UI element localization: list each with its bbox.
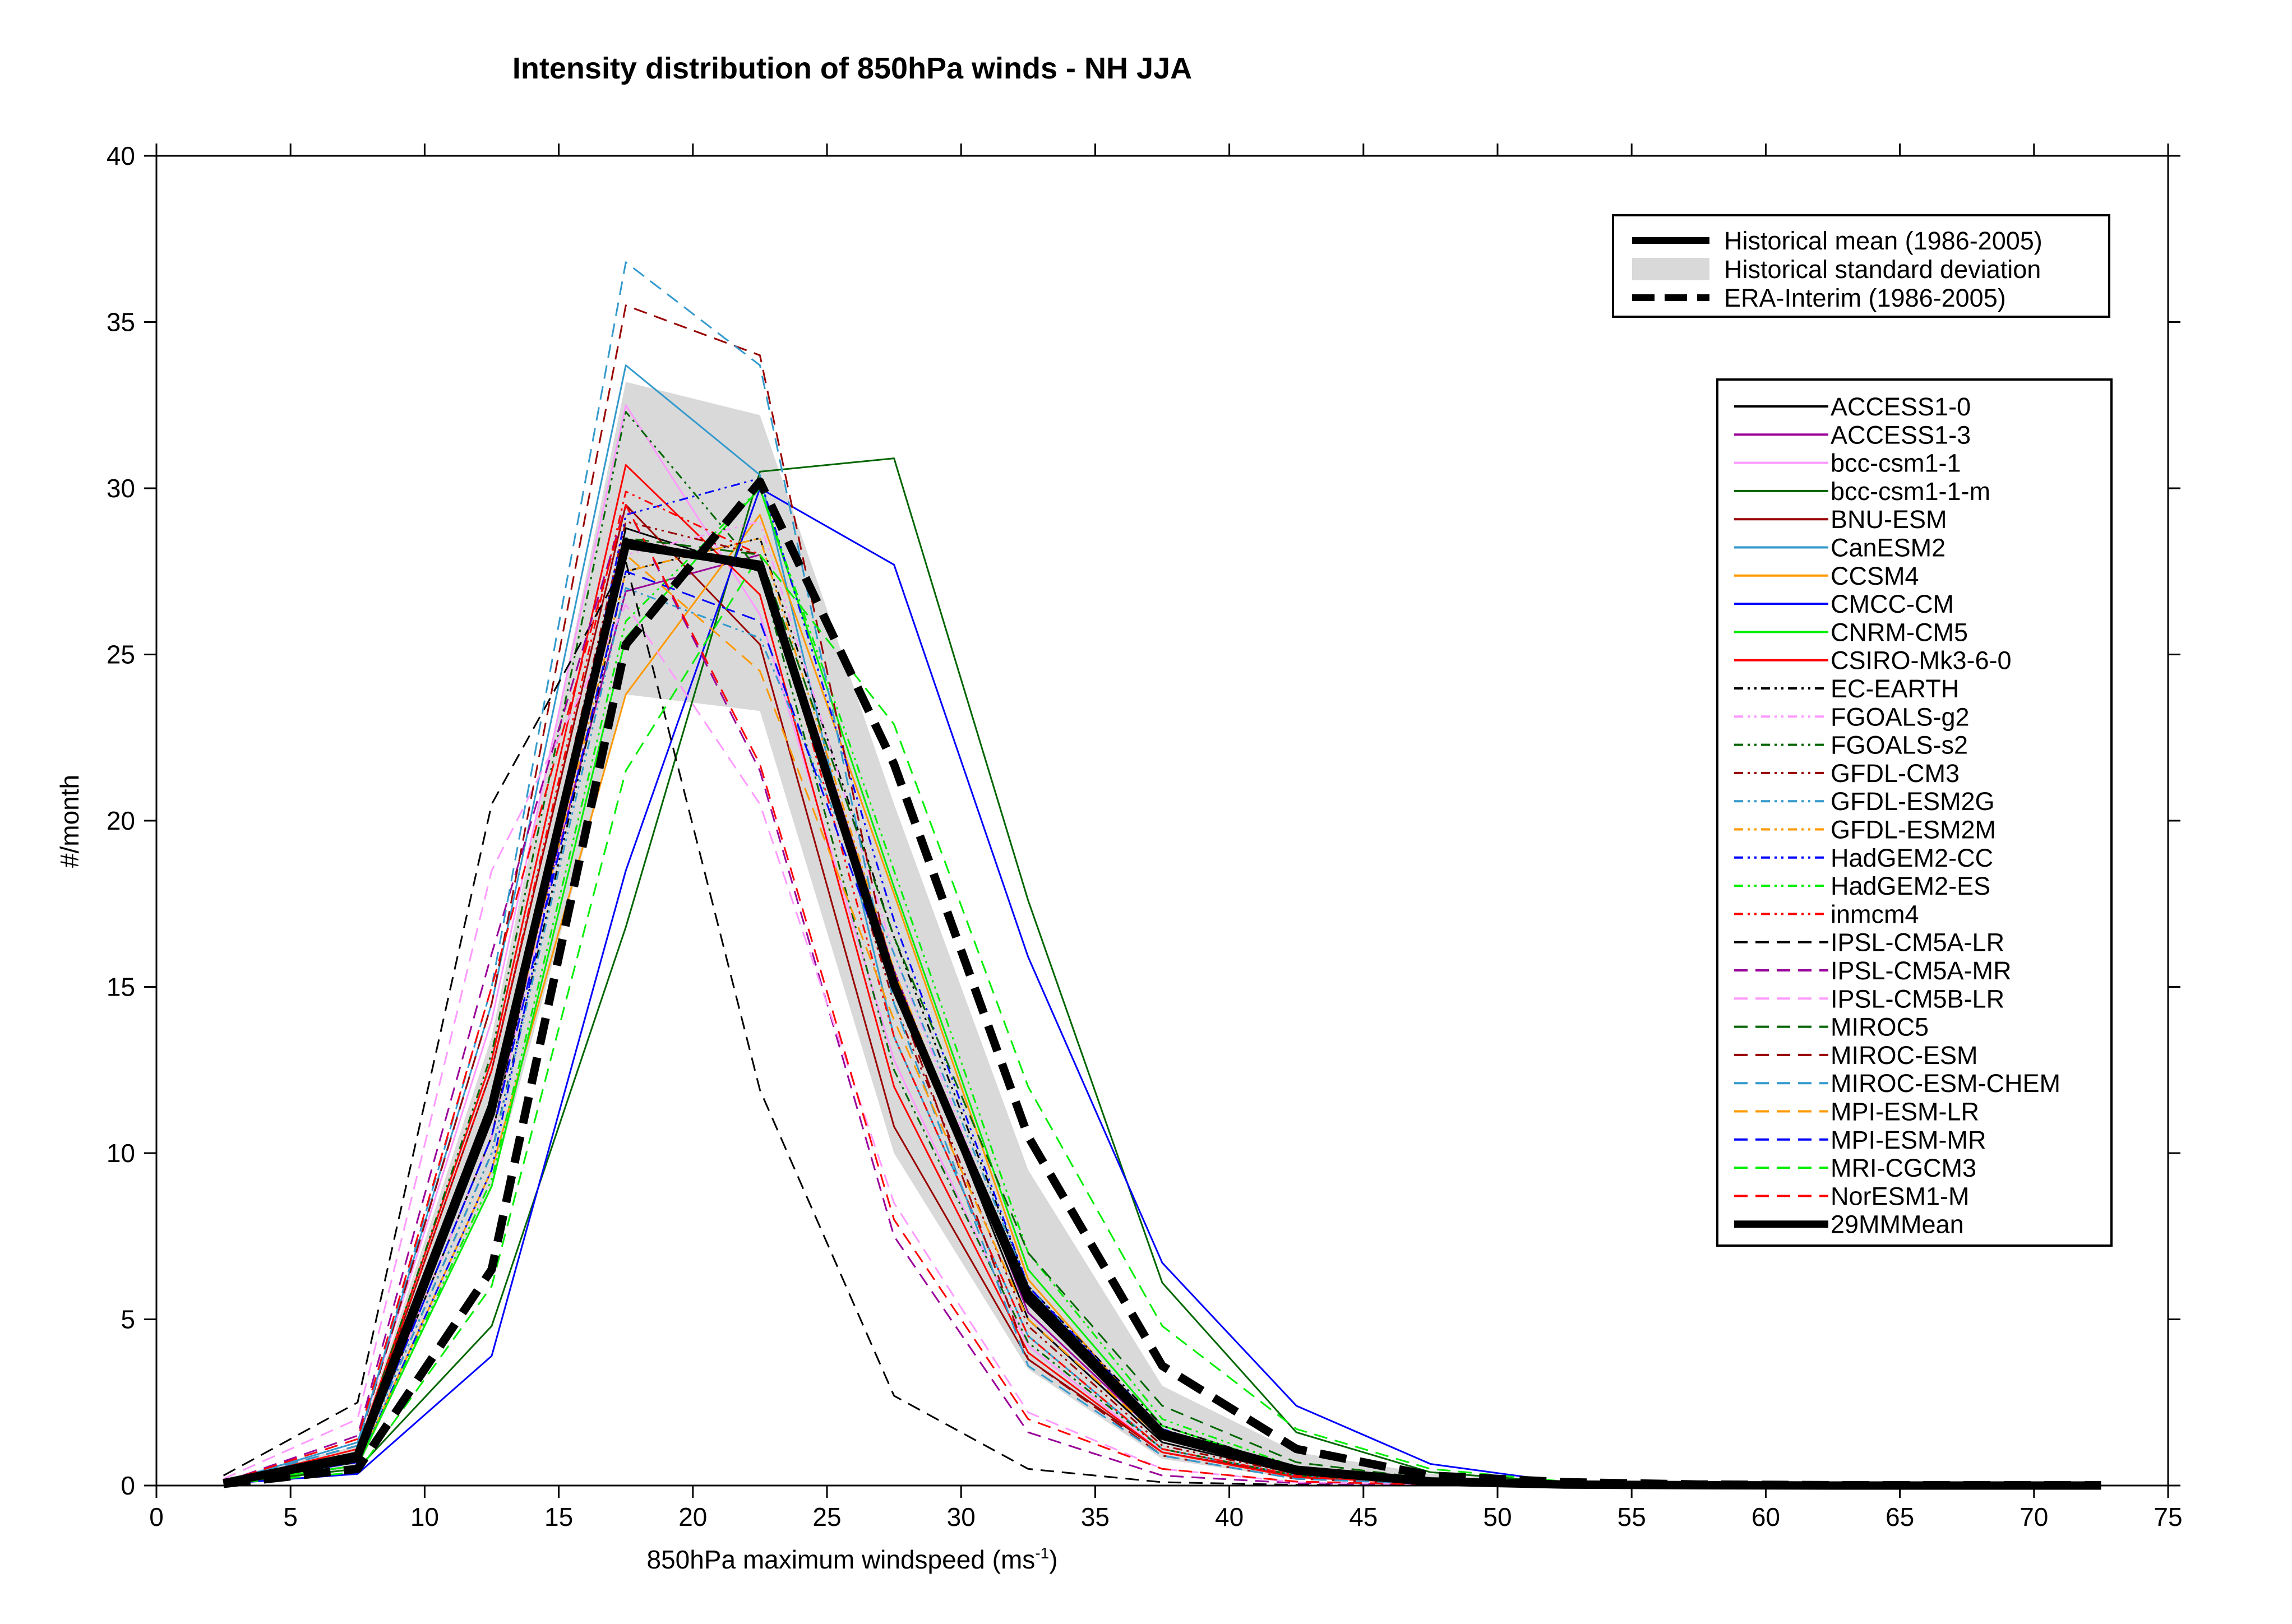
legend-label-mri-cgcm3: MRI-CGCM3 [1831,1154,1976,1182]
legend-label-ipsl-cm5b-lr: IPSL-CM5B-LR [1831,984,2004,1013]
legend-label-miroc-esm: MIROC-ESM [1831,1041,1978,1070]
models-legend: ACCESS1-0ACCESS1-3bcc-csm1-1bcc-csm1-1-m… [1716,378,2113,1247]
legend-label-hadgem2-cc: HadGEM2-CC [1831,844,1993,872]
legend-label-access1-0: ACCESS1-0 [1831,392,1971,421]
legend-label-bcc-csm1-1: bcc-csm1-1 [1831,449,1961,478]
x-tick-label: 60 [1752,1502,1780,1532]
y-tick-label: 35 [107,308,135,337]
x-tick-label: 75 [2154,1502,2182,1532]
legend-label-cnrm-cm5: CNRM-CM5 [1831,618,1968,646]
legend-label-cmcc-cm: CMCC-CM [1831,590,1954,618]
x-tick-label: 5 [283,1502,298,1532]
legend-label-mean: Historical mean (1986-2005) [1724,226,2043,255]
y-tick-label: 5 [121,1305,135,1334]
x-axis-label-sup: -1 [1035,1544,1049,1562]
x-axis-label-main: 850hPa maximum windspeed (ms [646,1545,1035,1574]
legend-label-gfdl-cm3: GFDL-CM3 [1831,759,1960,788]
y-tick-label: 10 [107,1139,135,1168]
legend-label-ccsm4: CCSM4 [1831,562,1919,590]
legend-label-inmcm4: inmcm4 [1831,900,1919,928]
x-tick-label: 70 [2020,1502,2048,1532]
legend-label-gfdl-esm2g: GFDL-ESM2G [1831,787,1995,816]
series-line-gfdl-cm3 [223,520,2101,1487]
legend-label-fgoals-s2: FGOALS-s2 [1831,731,1968,760]
y-tick-label: 0 [121,1471,135,1500]
x-tick-label: 15 [544,1502,573,1532]
legend-label-bcc-csm1-1-m: bcc-csm1-1-m [1831,477,1990,506]
x-tick-label: 35 [1081,1502,1110,1532]
y-tick-label: 30 [107,474,135,503]
legend-label-ec-earth: EC-EARTH [1831,674,1959,703]
series-line-noresm1-m [223,504,2101,1487]
x-tick-label: 10 [410,1502,439,1532]
legend-label-era: ERA-Interim (1986-2005) [1724,284,2006,312]
legend-label-std: Historical standard deviation [1724,255,2041,284]
y-tick-label: 40 [107,141,135,170]
x-tick-label: 65 [1886,1502,1914,1532]
historical-std-band [223,382,2101,1486]
x-axis-label: 850hPa maximum windspeed (ms-1) [646,1544,1057,1574]
x-tick-label: 50 [1483,1502,1512,1532]
axes-layer: 0 5 10 15 20 25 30 35 40 45 50 55 60 65 70 75 0 5 10 15 20 25… [107,141,2183,1532]
y-tick-label: 25 [107,640,135,669]
x-tick-label: 45 [1349,1502,1378,1532]
x-tick-label: 25 [812,1502,841,1532]
legend-label-29mmmean: 29MMMean [1831,1210,1964,1239]
legend-label-ipsl-cm5a-mr: IPSL-CM5A-MR [1831,956,2012,985]
legend-label-mpi-esm-mr: MPI-ESM-MR [1831,1126,1986,1154]
legend-swatch-std [1632,258,1709,280]
x-tick-label: 30 [947,1502,976,1532]
legend-label-noresm1-m: NorESM1-M [1831,1182,1970,1210]
legend-label-canesm2: CanESM2 [1831,534,1946,562]
y-axis-label: #/month [55,775,84,868]
x-tick-label: 0 [149,1502,164,1532]
legend-label-bnu-esm: BNU-ESM [1831,505,1947,534]
reference-legend: Historical mean (1986-2005)Historical st… [1612,214,2110,318]
std-band-layer [223,382,2101,1486]
legend-label-hadgem2-es: HadGEM2-ES [1831,872,1990,900]
x-tick-label: 40 [1215,1502,1244,1532]
series-line-gfdl-esm2g [223,587,2101,1487]
legend-label-miroc5: MIROC5 [1831,1013,1929,1042]
x-axis-label-end: ) [1049,1545,1057,1574]
y-tick-label: 20 [107,806,135,835]
legend-label-fgoals-g2: FGOALS-g2 [1831,702,1970,731]
legend-label-miroc-esm-chem: MIROC-ESM-CHEM [1831,1069,2060,1098]
models-legend-box [1716,378,2113,1247]
series-line-inmcm4 [223,491,2101,1487]
legend-label-ipsl-cm5a-lr: IPSL-CM5A-LR [1831,928,2004,957]
legend-label-csiro-mk3-6-0: CSIRO-Mk3-6-0 [1831,646,2012,675]
legend-label-mpi-esm-lr: MPI-ESM-LR [1831,1098,1979,1126]
y-tick-label: 15 [107,973,135,1002]
legend-label-gfdl-esm2m: GFDL-ESM2M [1831,816,1996,844]
x-tick-label: 55 [1618,1502,1646,1532]
x-tick-label: 20 [678,1502,707,1532]
legend-label-access1-3: ACCESS1-3 [1831,420,1971,449]
chart-title: Intensity distribution of 850hPa winds -… [512,52,1192,85]
